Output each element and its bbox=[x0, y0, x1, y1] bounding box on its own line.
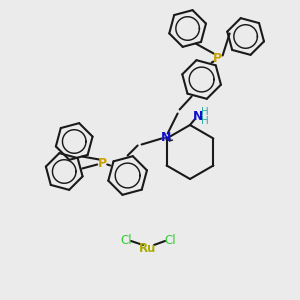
Text: N: N bbox=[160, 131, 171, 144]
Text: H: H bbox=[201, 116, 209, 126]
Text: P: P bbox=[98, 157, 107, 170]
Text: H: H bbox=[201, 107, 209, 117]
Text: Cl: Cl bbox=[120, 235, 132, 248]
Text: Cl: Cl bbox=[164, 235, 176, 248]
Text: N: N bbox=[193, 110, 203, 122]
Text: Ru: Ru bbox=[139, 242, 157, 254]
Text: P: P bbox=[213, 52, 222, 65]
